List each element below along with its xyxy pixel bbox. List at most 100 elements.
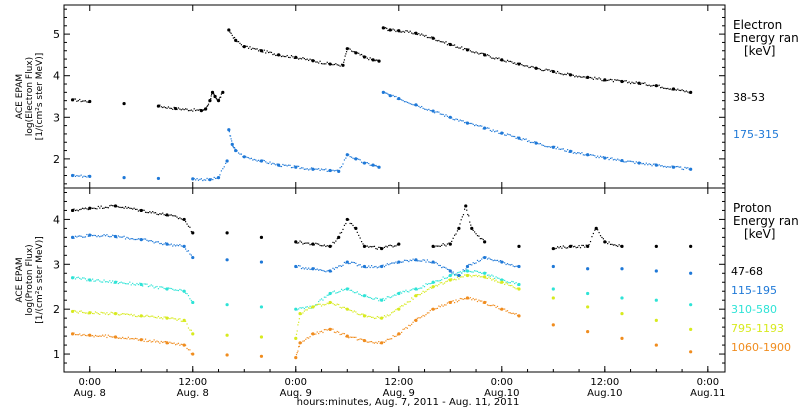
data-trace-dot — [106, 312, 108, 314]
data-point — [277, 163, 281, 167]
data-trace-dot — [496, 130, 499, 132]
data-trace-dot — [163, 243, 165, 245]
data-trace-dot — [557, 246, 559, 248]
data-trace-dot — [205, 179, 207, 181]
data-trace-dot — [339, 167, 341, 169]
data-trace-dot — [471, 264, 473, 266]
data-trace-dot — [318, 62, 320, 64]
data-trace-dot — [76, 311, 78, 313]
data-trace-dot — [164, 316, 167, 318]
data-trace-dot — [308, 169, 310, 171]
data-trace-dot — [459, 274, 461, 276]
data-trace-dot — [379, 298, 381, 300]
data-trace-dot — [170, 317, 172, 319]
data-trace-dot — [495, 306, 497, 309]
data-trace-dot — [269, 51, 271, 53]
data-trace-dot — [597, 78, 599, 80]
data-trace-dot — [133, 314, 135, 316]
data-trace-dot — [342, 332, 344, 335]
data-trace-dot — [538, 68, 540, 70]
data-trace-dot — [406, 30, 408, 32]
data-trace-dot — [443, 42, 446, 44]
data-trace-dot — [126, 283, 128, 285]
data-trace-dot — [439, 282, 441, 284]
series-310-580 — [70, 269, 693, 311]
data-trace-dot — [350, 156, 353, 158]
x-tick-day: Aug.10 — [484, 388, 519, 399]
data-trace-dot — [336, 291, 338, 294]
data-trace-dot — [399, 31, 401, 33]
data-trace-dot — [119, 206, 121, 208]
data-trace-dot — [173, 342, 175, 344]
data-trace-dot — [451, 272, 453, 274]
data-trace-dot — [369, 266, 371, 269]
data-trace-dot — [74, 98, 77, 100]
data-trace-dot — [459, 223, 461, 225]
data-trace-dot — [492, 129, 494, 131]
data-trace-dot — [433, 38, 436, 40]
data-point — [227, 128, 231, 132]
data-trace-dot — [325, 245, 327, 248]
data-trace-dot — [375, 164, 377, 167]
data-trace-dot — [100, 335, 102, 337]
data-trace-dot — [419, 34, 421, 36]
data-trace-dot — [296, 165, 298, 167]
data-trace-dot — [99, 236, 101, 238]
data-trace-dot — [514, 282, 516, 285]
data-trace-dot — [644, 164, 646, 166]
data-trace-dot — [90, 280, 92, 282]
data-point — [637, 161, 641, 165]
data-point — [362, 161, 367, 165]
data-trace-dot — [270, 163, 273, 165]
data-trace-dot — [386, 314, 388, 316]
data-trace-dot — [529, 141, 532, 144]
data-point — [500, 278, 504, 282]
data-trace-dot — [320, 330, 323, 332]
data-trace-dot — [119, 282, 121, 284]
data-trace-dot — [409, 325, 411, 327]
data-trace-dot — [468, 298, 470, 300]
data-trace-dot — [249, 46, 251, 48]
data-trace-dot — [465, 121, 467, 123]
data-trace-dot — [525, 138, 527, 140]
data-trace-dot — [416, 289, 418, 291]
data-trace-dot — [453, 302, 456, 304]
data-trace-dot — [295, 333, 298, 335]
data-trace-dot — [136, 238, 138, 241]
data-trace-dot — [554, 145, 556, 148]
data-trace-dot — [292, 166, 294, 169]
data-trace-dot — [412, 104, 414, 106]
data-trace-dot — [180, 109, 182, 111]
data-trace-dot — [330, 170, 333, 172]
data-trace-dot — [499, 282, 501, 284]
data-trace-dot — [336, 330, 338, 333]
data-trace-dot — [431, 287, 433, 289]
data-trace-dot — [186, 108, 188, 110]
data-point — [88, 333, 92, 337]
data-point — [294, 356, 298, 360]
data-trace-dot — [392, 28, 394, 30]
data-trace-dot — [469, 221, 471, 223]
data-trace-dot — [330, 292, 333, 294]
data-trace-dot — [80, 100, 82, 103]
data-point — [551, 246, 555, 251]
y-tick-label: 2 — [53, 303, 60, 316]
data-trace-dot — [464, 298, 466, 300]
data-trace-dot — [177, 289, 180, 292]
data-point — [397, 96, 401, 101]
data-trace-dot — [106, 281, 108, 283]
data-trace-dot — [283, 164, 285, 166]
data-point — [328, 244, 332, 248]
data-point — [586, 267, 590, 271]
data-trace-dot — [79, 175, 81, 177]
data-trace-dot — [571, 244, 573, 247]
data-trace-dot — [534, 141, 536, 143]
data-trace-dot — [511, 284, 513, 287]
data-point — [448, 42, 452, 47]
data-trace-dot — [333, 331, 336, 333]
data-point — [70, 332, 75, 336]
data-point — [345, 307, 349, 311]
data-trace-dot — [286, 165, 288, 167]
data-point — [70, 235, 75, 239]
data-trace-dot — [471, 122, 473, 125]
